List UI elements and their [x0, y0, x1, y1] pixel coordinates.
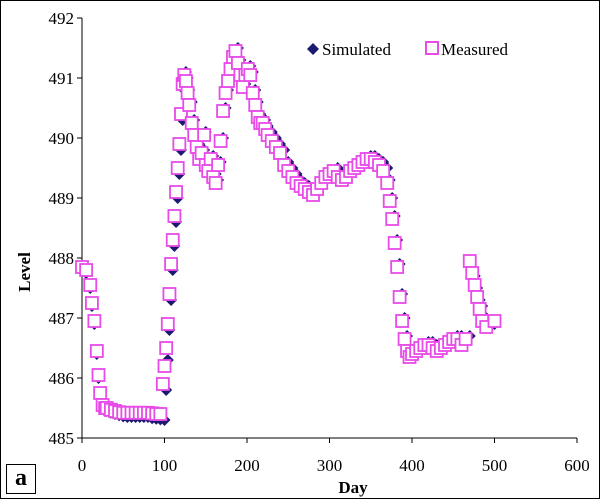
measured-point: [211, 158, 226, 172]
measured-point: [387, 236, 402, 250]
legend-measured-marker: [425, 41, 439, 55]
y-tick-label: 486: [49, 369, 75, 388]
measured-point: [385, 212, 400, 226]
measured-point: [228, 44, 243, 58]
x-tick-label: 200: [234, 456, 260, 475]
measured-point: [89, 344, 104, 358]
chart-marks: [75, 42, 502, 426]
measured-point: [79, 263, 94, 277]
measured-point: [218, 86, 233, 100]
measured-point: [197, 128, 212, 142]
measured-point: [91, 368, 106, 382]
measured-point: [85, 296, 99, 310]
axes: 485 486 487 488 489 490 491 492 0 100 200 300 400 500…: [49, 9, 590, 475]
x-tick-label: 100: [152, 456, 178, 475]
measured-point: [213, 134, 228, 148]
measured-point: [380, 176, 395, 190]
measured-point: [458, 332, 473, 346]
x-tick-label: 600: [564, 456, 590, 475]
measured-point: [243, 68, 258, 82]
x-tick-label: 400: [399, 456, 425, 475]
measured-point: [164, 257, 179, 271]
measured-point: [153, 407, 168, 421]
y-tick-label: 491: [49, 69, 75, 88]
x-tick-label: 0: [78, 456, 87, 475]
measured-point: [157, 359, 172, 373]
x-axis-title: Day: [338, 478, 368, 497]
y-tick-label: 489: [49, 189, 75, 208]
measured-point: [180, 86, 195, 100]
measured-point: [169, 185, 183, 199]
y-tick-label: 485: [49, 429, 75, 448]
measured-point: [273, 146, 287, 160]
measured-point: [248, 98, 263, 112]
measured-point: [182, 98, 197, 112]
measured-point: [216, 104, 230, 118]
measured-point: [487, 314, 502, 328]
x-tick-label: 500: [482, 456, 508, 475]
measured-point: [167, 209, 182, 223]
measured-point: [245, 86, 260, 100]
y-axis-title: Level: [15, 252, 34, 292]
legend-simulated-label: Simulated: [322, 40, 391, 59]
measured-point: [376, 164, 391, 178]
measured-point: [172, 137, 187, 151]
y-tick-label: 487: [49, 309, 75, 328]
legend-measured-label: Measured: [441, 40, 509, 59]
measured-point: [467, 278, 482, 292]
measured-point: [170, 161, 185, 175]
y-tick-label: 492: [49, 9, 75, 28]
measured-point: [179, 74, 193, 88]
measured-point: [93, 386, 108, 400]
measured-point: [160, 317, 175, 331]
measured-point: [184, 116, 199, 130]
measured-point: [162, 287, 177, 301]
measured-point: [465, 266, 480, 280]
measured-point: [392, 290, 407, 304]
measured-point: [165, 233, 180, 247]
measured-point: [470, 290, 485, 304]
measured-point: [87, 314, 102, 328]
measured-point: [382, 194, 397, 208]
measured-point: [221, 74, 235, 88]
measured-point: [472, 302, 487, 316]
legend: Simulated Measured: [307, 40, 509, 59]
y-tick-label: 488: [49, 249, 75, 268]
y-tick-label: 490: [49, 129, 75, 148]
legend-simulated-marker: [307, 43, 319, 55]
measured-point: [159, 341, 174, 355]
measured-point: [397, 332, 412, 346]
measured-point: [208, 176, 223, 190]
measured-point: [395, 314, 410, 328]
measured-point: [462, 254, 477, 268]
measured-point: [390, 260, 405, 274]
measured-point: [155, 377, 170, 391]
x-tick-label: 300: [317, 456, 343, 475]
measured-point: [83, 278, 98, 292]
panel-label: a: [6, 464, 36, 494]
